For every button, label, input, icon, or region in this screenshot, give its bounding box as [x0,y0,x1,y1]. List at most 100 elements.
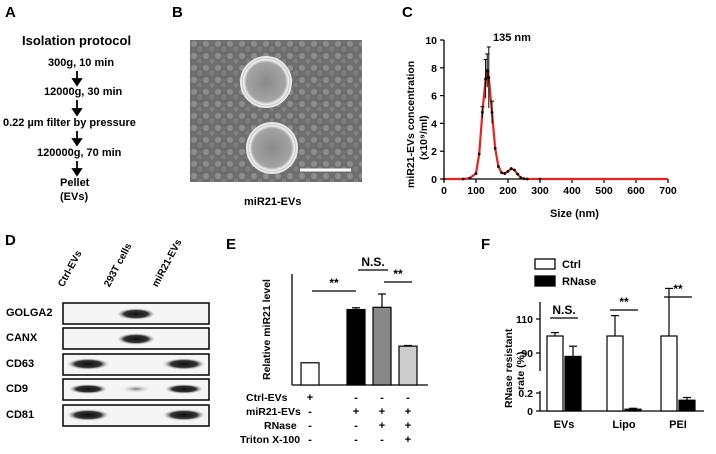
condition-symbol: + [405,420,411,432]
panel-d-blots: Ctrl-EVs 293T cells miR21-EVs GOLGA2 CAN… [0,228,230,454]
chart-c-point [481,110,484,114]
chart-e-significance-label: ** [329,276,339,290]
chart-f-xtick-label: PEI [669,419,687,431]
blot-row-golga2: GOLGA2 [6,307,53,319]
chart-c-point [506,169,510,173]
chart-c-xlabel: Size (nm) [550,208,599,220]
chart-f-bar [606,335,624,412]
chart-c-xtick-label: 500 [595,185,613,197]
chart-c-point [477,152,481,156]
legend-swatch-rnase [534,275,556,287]
protocol-title: Isolation protocol [22,33,132,48]
legend-label-ctrl: Ctrl [562,259,581,271]
protocol-step-2: 12000g, 30 min [44,86,123,98]
chart-c-xtick-label: 700 [659,185,677,197]
condition-symbol: - [380,434,384,446]
chart-c-xtick-label: 0 [441,185,447,197]
chart-e-bar [300,362,320,386]
panel-b-tem [190,40,362,182]
chart-c-point [525,177,529,181]
protocol-step-5: Pellet [60,177,90,189]
condition-symbol: - [354,420,358,432]
chart-e-bar [346,308,366,386]
chart-c-ylabel: miR21-EVs concentration [405,61,417,188]
panel-a-protocol: Isolation protocol 300g, 10 min 12000g, … [0,0,170,225]
panel-label-c: C [402,4,413,21]
chart-c-ytick-label: 4 [431,118,437,130]
condition-symbol: - [354,434,358,446]
blot-column-mir21: miR21-EVs [150,237,185,289]
protocol-step-6: (EVs) [60,191,89,203]
chart-f-ytick-label: 110 [516,314,533,326]
chart-f-significance-label: N.S. [552,303,575,317]
chart-e-bar [372,306,392,386]
chart-f-ylabel: RNase resistant [503,328,515,408]
cond-label-mir21: miR21-EVs [246,406,301,418]
panel-label-b: B [172,4,183,21]
chart-f-bar [660,335,678,412]
tem-micrograph [190,40,362,182]
chart-c-point [516,172,519,176]
condition-symbol: + [379,420,385,432]
chart-f-significance-label: ** [619,295,629,309]
protocol-step-4: 120000g, 70 min [37,147,122,159]
condition-symbol: + [379,406,385,418]
chart-c-point [519,176,523,180]
cond-label-triton: Triton X-100 [240,434,300,446]
chart-c-ytick-label: 8 [431,63,437,75]
chart-f-ytick-label: 90 [521,348,533,360]
condition-table: + - - - - + + + - - + + - - - + [307,392,411,446]
chart-f-bar [546,335,564,412]
chart-c-ylabel-unit: (x10⁹/ml) [418,115,430,160]
chart-e-bar [398,345,418,386]
chart-f-bar [678,399,696,412]
chart-f-ylabel-unit: rate (%) [515,351,527,390]
condition-symbol: + [405,434,411,446]
chart-f-ytick-label: 0.2 [518,388,533,400]
panel-e-chart: ** N.S. ** Relative miR21 level Ctrl-EVs m… [240,255,428,446]
chart-c-annotation: 135 nm [493,32,531,44]
chart-c-point [503,172,507,175]
chart-c-point [490,110,494,114]
condition-symbol: - [308,406,312,418]
chart-e-ylabel: Relative miR21 level [261,279,273,380]
panel-label-e: E [226,236,237,253]
chart-c-point [493,147,497,150]
chart-c-series-line [444,70,668,181]
condition-symbol: + [405,406,411,418]
chart-f-plot: 0 0.2 90 110 EVs N.S. Lipo ** PEI ** [516,282,704,431]
chart-e-significance-label: N.S. [361,255,384,269]
blot-row-cd81: CD81 [6,409,35,421]
chart-c-point [474,172,478,175]
chart-c-ytick-label: 0 [431,174,437,186]
blot-row-cd9: CD9 [6,383,29,395]
protocol-arrows [71,71,83,177]
chart-c-point [485,69,489,72]
chart-c-point [461,177,465,181]
panel-f-chart: 0 0.2 90 110 EVs N.S. Lipo ** PEI ** RNase resist… [503,258,704,431]
cond-label-ctrl: Ctrl-EVs [246,392,288,404]
legend-label-rnase: RNase [562,276,596,288]
tem-caption: miR21-EVs [244,196,302,208]
condition-symbol: - [308,420,312,432]
panel-label-a: A [5,4,16,21]
chart-c-xtick-label: 400 [563,185,581,197]
chart-f-significance-label: ** [673,282,683,296]
chart-f-xtick-label: Lipo [612,419,635,431]
chart-c-point [487,76,491,79]
blot-column-293t: 293T cells [102,241,135,289]
chart-c-point [442,177,446,181]
chart-f-ytick-label: 0 [527,406,533,418]
chart-c-point [538,177,542,181]
chart-e-plot: ** N.S. ** [291,255,428,386]
chart-c-point [509,167,513,170]
panel-label-d: D [5,232,16,249]
legend-swatch-ctrl [534,258,556,270]
chart-f-bar [624,408,642,412]
chart-c-point [497,165,500,168]
legend: Ctrl RNase [534,258,596,288]
blot-row-canx: CANX [6,332,38,344]
chart-e-significance-label: ** [393,267,403,281]
